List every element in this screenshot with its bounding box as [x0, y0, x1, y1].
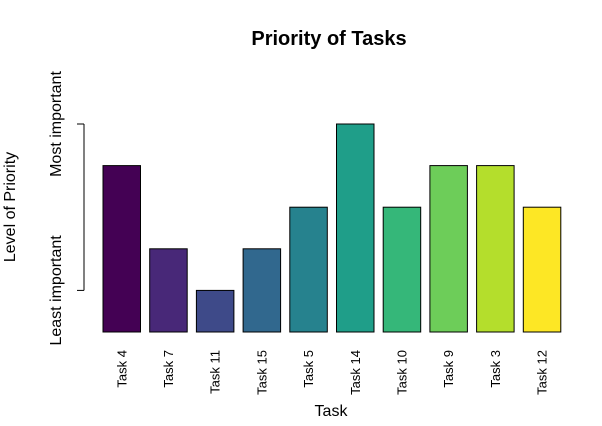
bar-task-11: [195, 289, 235, 333]
bar-task-7: [149, 248, 188, 333]
x-tick-label-task-7: Task 7: [161, 350, 176, 388]
x-axis-label: Task: [315, 403, 349, 420]
bar-task-12: [522, 206, 562, 333]
chart-title: Priority of Tasks: [251, 28, 406, 50]
x-tick-label-task-11: Task 11: [208, 350, 223, 394]
bar-task-4: [102, 165, 141, 333]
bar-task-5: [289, 206, 328, 333]
x-tick-label-task-5: Task 5: [301, 350, 316, 388]
x-tick-label-task-14: Task 14: [348, 350, 363, 395]
y-axis-label: Level of Priority: [2, 152, 19, 262]
y-axis: Least important Most important: [48, 71, 85, 346]
x-tick-label-task-9: Task 9: [441, 350, 456, 388]
x-tick-label-task-3: Task 3: [488, 350, 503, 388]
x-tick-label-task-15: Task 15: [254, 350, 269, 395]
x-tick-labels: Task 4 Task 7 Task 11 Task 15 Task 5 Task 14 T…: [114, 350, 549, 395]
x-tick-label-task-4: Task 4: [114, 350, 129, 388]
x-tick-label-task-12: Task 12: [535, 350, 550, 395]
y-tick-label-2: Most important: [48, 71, 65, 177]
bar-task-9: [429, 165, 468, 333]
y-tick-label-1: Least important: [48, 235, 65, 346]
x-tick-label-task-10: Task 10: [395, 350, 410, 395]
bars: [102, 123, 562, 333]
bar-task-14: [336, 123, 375, 333]
bar-task-3: [476, 165, 515, 333]
bar-task-10: [382, 206, 422, 333]
bar-task-15: [242, 248, 282, 333]
